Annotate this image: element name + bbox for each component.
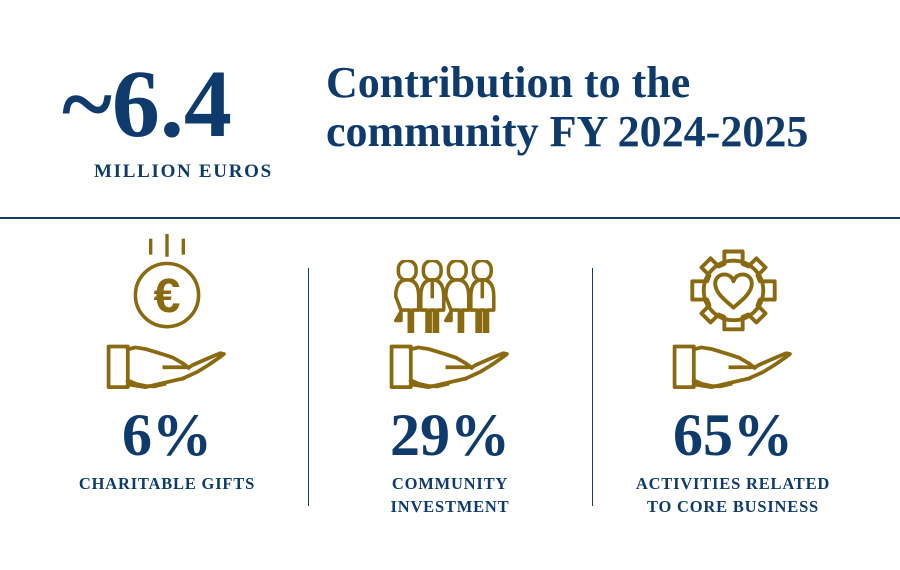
- svg-text:€: €: [154, 269, 181, 323]
